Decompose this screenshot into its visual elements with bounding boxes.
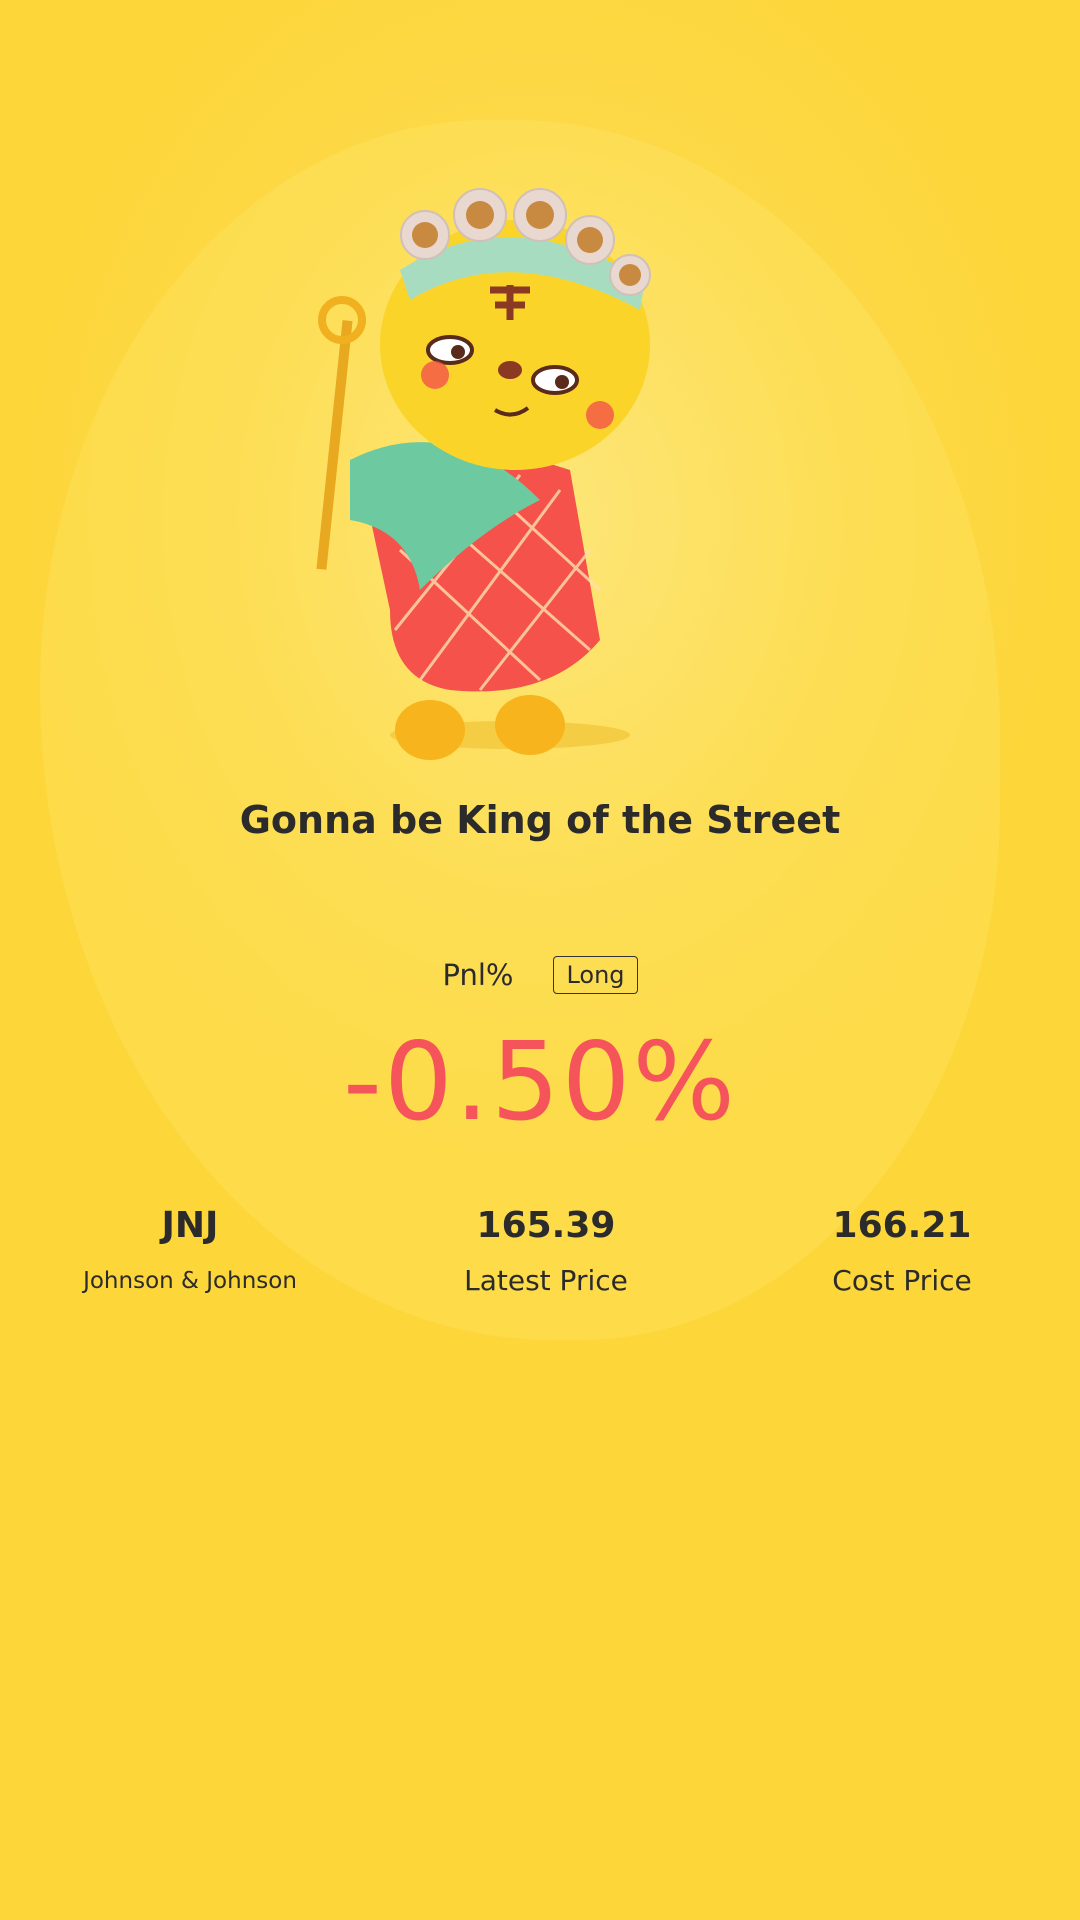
direction-badge: Long — [553, 956, 638, 994]
pnl-header: Pnl% Long — [0, 956, 1080, 994]
tiger-mascot-illustration — [316, 188, 651, 760]
stock-name: Johnson & Johnson — [83, 1268, 297, 1294]
latest-price-value: 165.39 — [476, 1205, 616, 1246]
pnl-label: Pnl% — [442, 958, 514, 992]
cost-price-value: 166.21 — [832, 1205, 972, 1246]
stats-row: JNJ Johnson & Johnson 165.39 Latest Pric… — [0, 1205, 1080, 1297]
cost-price-label: Cost Price — [832, 1264, 972, 1297]
pnl-value: -0.50% — [342, 1020, 738, 1145]
latest-price-label: Latest Price — [464, 1264, 628, 1297]
stat-cost-price: 166.21 Cost Price — [724, 1205, 1080, 1297]
page-title: Gonna be King of the Street — [239, 798, 841, 842]
stock-symbol: JNJ — [161, 1205, 219, 1246]
stat-latest-price: 165.39 Latest Price — [368, 1205, 724, 1297]
stat-symbol: JNJ Johnson & Johnson — [0, 1205, 368, 1297]
